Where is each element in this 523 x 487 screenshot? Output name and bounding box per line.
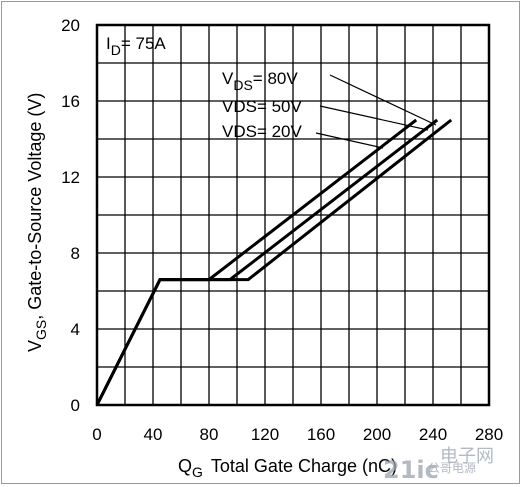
curves	[95, 118, 453, 406]
id-label-rest: = 75A	[121, 34, 167, 53]
y-tick-labels: 0 4 8 12 16 20	[61, 16, 80, 415]
id-label-main: I	[106, 34, 111, 53]
x-tick-label: 280	[475, 425, 503, 444]
vds50-label: VDS= 50V	[222, 97, 303, 116]
x-tick-label: 40	[144, 425, 163, 444]
y-title-sub: GS	[33, 320, 49, 340]
x-tick-label: 240	[419, 425, 447, 444]
x-tick-label: 0	[92, 425, 101, 444]
y-tick-label: 12	[61, 168, 80, 187]
y-tick-label: 0	[71, 396, 80, 415]
watermark-logo: 21ic	[383, 456, 439, 484]
x-tick-label: 120	[251, 425, 279, 444]
vds80-main: V	[222, 69, 234, 88]
leader-vds20	[315, 132, 384, 149]
series-line-1	[95, 118, 439, 406]
vds20-label: VDS= 20V	[222, 122, 303, 141]
x-tick-label: 80	[200, 425, 219, 444]
watermark-cn: 电子网	[440, 446, 494, 467]
x-tick-label: 160	[307, 425, 335, 444]
x-tick-label: 200	[363, 425, 391, 444]
x-title-rest: Total Gate Charge (nC)	[211, 456, 397, 476]
x-title-main: Q	[178, 456, 192, 476]
plot-border	[95, 23, 491, 407]
watermark-sub: 公哥电源	[428, 461, 476, 475]
leader-vds50	[319, 105, 429, 131]
y-tick-label: 20	[61, 16, 80, 35]
vds80-rest: = 80V	[253, 69, 299, 88]
leader-vds80	[329, 74, 437, 126]
y-title-rest: , Gate-to-Source Voltage (V)	[25, 93, 45, 320]
x-axis-title: QG Total Gate Charge (nC)	[178, 456, 397, 480]
x-title-sub: G	[192, 464, 203, 480]
series-line-0	[95, 118, 453, 406]
series-line-2	[95, 118, 418, 406]
vds80-label: VDS= 80V	[222, 69, 298, 93]
y-tick-label: 16	[61, 92, 80, 111]
annotation-leaders	[315, 74, 437, 149]
vds80-sub: DS	[233, 77, 252, 93]
grid	[97, 25, 489, 405]
y-tick-label: 4	[71, 320, 80, 339]
y-axis-title: VGS, Gate-to-Source Voltage (V)	[25, 93, 49, 352]
y-tick-label: 8	[71, 244, 80, 263]
id-label-sub: D	[111, 42, 121, 58]
x-tick-labels: 0 40 80 120 160 200 240 280	[92, 425, 503, 444]
y-title-main: V	[25, 340, 45, 352]
id-label: ID= 75A	[106, 34, 166, 58]
watermark: 21ic 电子网 公哥电源	[383, 446, 494, 484]
